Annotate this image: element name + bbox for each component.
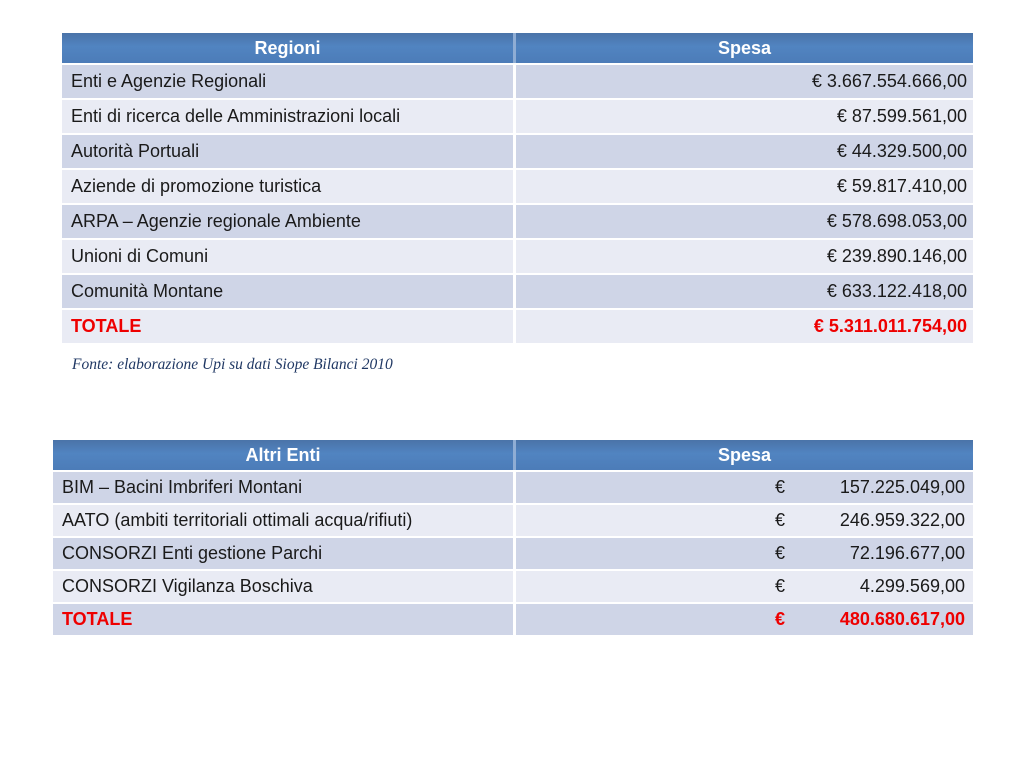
row-label: CONSORZI Enti gestione Parchi — [53, 538, 513, 569]
regioni-table-header: Regioni Spesa — [62, 33, 973, 63]
row-value: € 87.599.561,00 — [516, 100, 973, 133]
row-value: €157.225.049,00 — [516, 472, 973, 503]
row-value: € 578.698.053,00 — [516, 205, 973, 238]
table-row: CONSORZI Enti gestione Parchi €72.196.67… — [53, 538, 973, 569]
row-label: ARPA – Agenzie regionale Ambiente — [62, 205, 513, 238]
regioni-table: Regioni Spesa Enti e Agenzie Regionali €… — [62, 33, 973, 345]
table-row: Autorità Portuali € 44.329.500,00 — [62, 135, 973, 168]
table-row: BIM – Bacini Imbriferi Montani €157.225.… — [53, 472, 973, 503]
euro-symbol: € — [774, 576, 785, 596]
row-label: Autorità Portuali — [62, 135, 513, 168]
regioni-header-cell: Regioni — [254, 37, 321, 58]
row-label: Enti di ricerca delle Amministrazioni lo… — [62, 100, 513, 133]
row-label: Unioni di Comuni — [62, 240, 513, 273]
total-amount: 480.680.617,00 — [839, 609, 965, 629]
table-row: Unioni di Comuni € 239.890.146,00 — [62, 240, 973, 273]
row-label: BIM – Bacini Imbriferi Montani — [53, 472, 513, 503]
total-row: TOTALE €480.680.617,00 — [53, 604, 973, 635]
euro-symbol: € — [774, 543, 785, 563]
row-value: € 44.329.500,00 — [516, 135, 973, 168]
table-row: Enti e Agenzie Regionali € 3.667.554.666… — [62, 65, 973, 98]
euro-symbol: € — [774, 477, 785, 497]
table-row: AATO (ambiti territoriali ottimali acqua… — [53, 505, 973, 536]
row-label: Comunità Montane — [62, 275, 513, 308]
row-label: AATO (ambiti territoriali ottimali acqua… — [53, 505, 513, 536]
row-amount: 72.196.677,00 — [849, 543, 965, 563]
row-amount: 157.225.049,00 — [839, 477, 965, 497]
altri-enti-table: Altri Enti Spesa BIM – Bacini Imbriferi … — [53, 440, 973, 637]
row-amount: 4.299.569,00 — [859, 576, 965, 596]
row-amount: 246.959.322,00 — [839, 510, 965, 530]
table-row: ARPA – Agenzie regionale Ambiente € 578.… — [62, 205, 973, 238]
total-label: TOTALE — [53, 604, 513, 635]
euro-symbol: € — [774, 609, 785, 629]
row-label: Enti e Agenzie Regionali — [62, 65, 513, 98]
row-value: € 3.667.554.666,00 — [516, 65, 973, 98]
row-value: €72.196.677,00 — [516, 538, 973, 569]
total-label: TOTALE — [62, 310, 513, 343]
row-label: Aziende di promozione turistica — [62, 170, 513, 203]
row-value: €4.299.569,00 — [516, 571, 973, 602]
source-footnote: Fonte: elaborazione Upi su dati Siope Bi… — [72, 356, 393, 373]
row-label: CONSORZI Vigilanza Boschiva — [53, 571, 513, 602]
total-row: TOTALE € 5.311.011.754,00 — [62, 310, 973, 343]
table-row: CONSORZI Vigilanza Boschiva €4.299.569,0… — [53, 571, 973, 602]
row-value: € 239.890.146,00 — [516, 240, 973, 273]
row-value: €246.959.322,00 — [516, 505, 973, 536]
row-value: € 633.122.418,00 — [516, 275, 973, 308]
altri-enti-table-header: Altri Enti Spesa — [53, 440, 973, 470]
spesa-header-cell: Spesa — [513, 33, 973, 63]
altri-enti-header-cell: Altri Enti — [245, 444, 321, 465]
table-row: Aziende di promozione turistica € 59.817… — [62, 170, 973, 203]
table-row: Comunità Montane € 633.122.418,00 — [62, 275, 973, 308]
spesa-header-cell: Spesa — [513, 440, 973, 470]
total-value: €480.680.617,00 — [516, 604, 973, 635]
total-value: € 5.311.011.754,00 — [516, 310, 973, 343]
euro-symbol: € — [774, 510, 785, 530]
table-row: Enti di ricerca delle Amministrazioni lo… — [62, 100, 973, 133]
row-value: € 59.817.410,00 — [516, 170, 973, 203]
